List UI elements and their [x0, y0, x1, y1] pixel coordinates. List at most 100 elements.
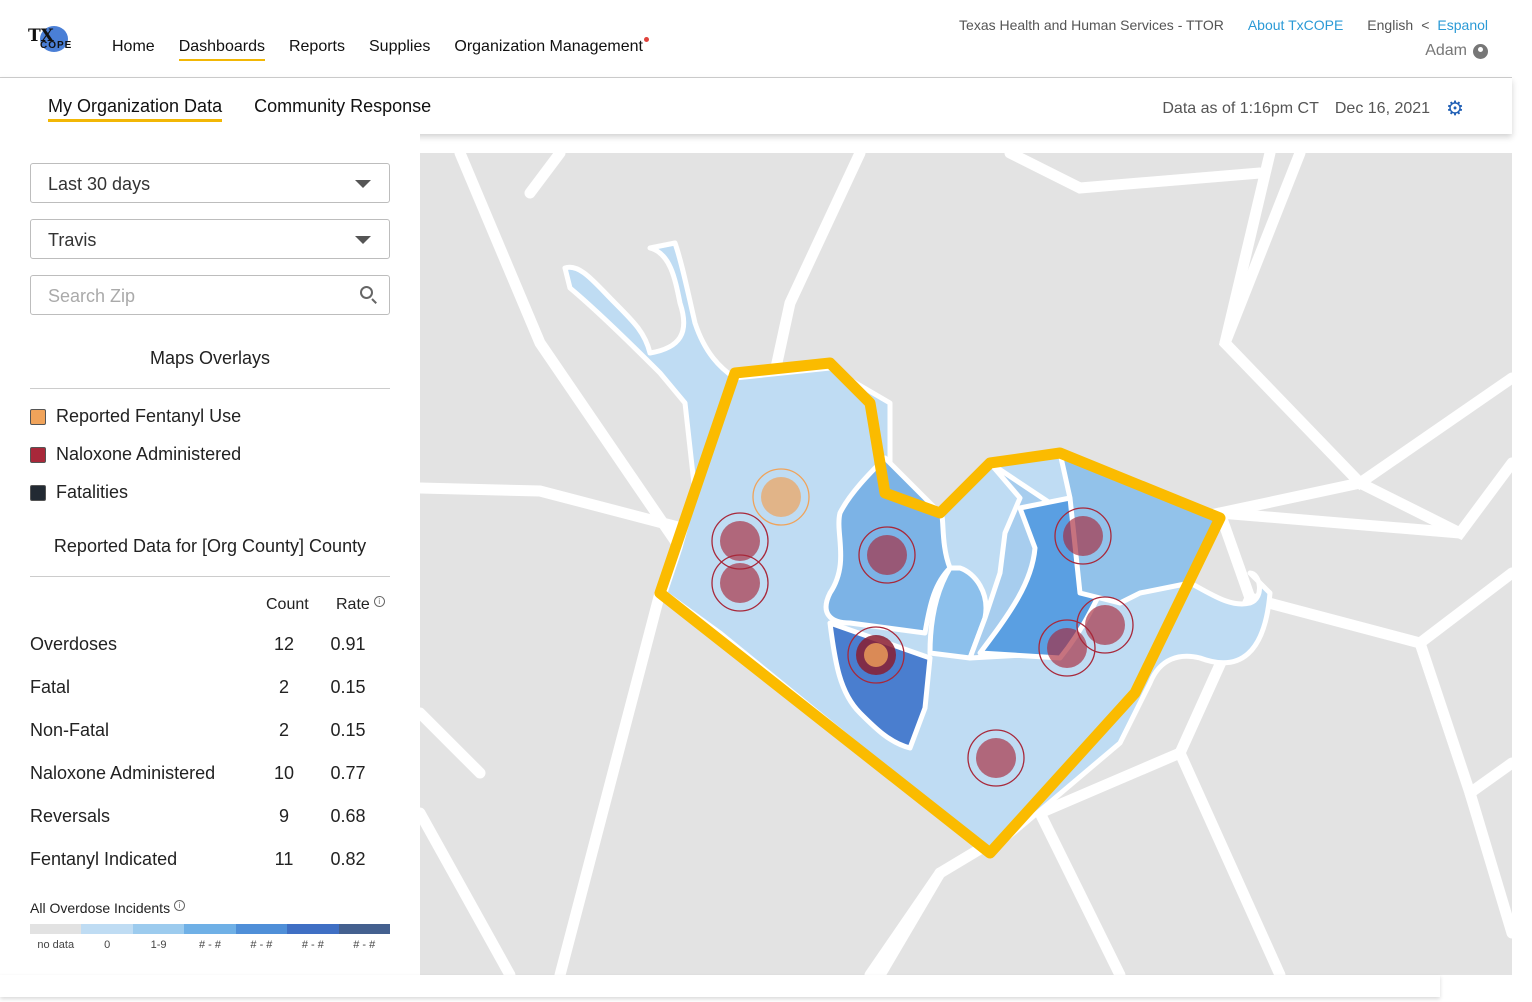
lang-english[interactable]: English [1367, 17, 1414, 33]
nav-reports[interactable]: Reports [288, 38, 345, 55]
table-row: Overdoses 12 0.91 [30, 634, 390, 658]
row-label: Fentanyl Indicated [30, 849, 178, 869]
about-link[interactable]: About TxCOPE [1247, 17, 1344, 33]
naloxone-marker[interactable] [1085, 605, 1125, 645]
notification-dot [643, 37, 649, 42]
scale-swatch [184, 924, 236, 934]
map-overlays-title: Maps Overlays [149, 348, 271, 368]
top-links: Texas Health and Human Services - TTOR A… [959, 17, 1488, 33]
nav-organization-management[interactable]: Organization Management [454, 37, 649, 61]
naloxone-marker-ring [1038, 619, 1096, 677]
data-as-of-time: Data as of 1:16pm CT [1162, 99, 1319, 117]
naloxone-swatch [30, 446, 46, 463]
scale-label: # - # [250, 939, 273, 951]
county-select[interactable]: Travis [30, 219, 390, 259]
overlay-fatalities-label: Fatalities [56, 482, 129, 502]
row-count: 10 [273, 763, 295, 783]
search-icon[interactable] [360, 286, 373, 299]
scale-swatch [338, 924, 390, 934]
data-tabs: My Organization Data Community Response [48, 96, 431, 122]
naloxone-marker[interactable] [720, 521, 760, 561]
road [420, 482, 726, 544]
row-label: Fatal [30, 677, 71, 697]
divider [30, 576, 390, 577]
logo-mark [40, 26, 68, 52]
nav-dashboards[interactable]: Dashboards [178, 38, 265, 61]
row-rate: 0.77 [330, 763, 366, 783]
overlay-naloxone[interactable]: Naloxone Administered [30, 444, 241, 465]
naloxone-marker-ring [711, 554, 769, 612]
scale-label: 0 [104, 939, 111, 951]
lang-espanol[interactable]: Espanol [1437, 17, 1488, 33]
zip-search-input[interactable]: Search Zip [30, 275, 390, 315]
naloxone-marker-ring [967, 729, 1025, 787]
scale-label: # - # [301, 939, 324, 951]
map-view[interactable] [420, 153, 1512, 975]
row-count: 9 [278, 806, 289, 826]
tab-my-organization-data[interactable]: My Organization Data [48, 96, 223, 122]
row-label: Reversals [30, 806, 111, 826]
scale-labels: no data 0 1-9 # - # # - # # - # # - # [30, 939, 390, 951]
overlay-fatalities[interactable]: Fatalities [30, 482, 128, 503]
data-as-of-date: Dec 16, 2021 [1334, 99, 1431, 117]
map-canvas[interactable] [420, 153, 1512, 975]
fentanyl-swatch [30, 408, 46, 425]
row-count: 11 [274, 849, 294, 869]
agency-name: Texas Health and Human Services - TTOR [959, 17, 1224, 33]
naloxone-marker[interactable] [976, 738, 1016, 778]
row-label: Non-Fatal [30, 720, 110, 740]
nav-home[interactable]: Home [112, 38, 155, 55]
road [1034, 747, 1186, 819]
sub-navigation-bar: My Organization Data Community Response … [0, 78, 1512, 134]
overlay-fentanyl-label: Reported Fentanyl Use [56, 406, 242, 426]
chevron-down-icon [355, 236, 371, 244]
data-timestamp: Data as of 1:16pm CT Dec 16, 2021 ⚙ [1162, 96, 1464, 121]
overlay-naloxone-label: Naloxone Administered [56, 444, 242, 464]
period-select[interactable]: Last 30 days [30, 163, 390, 203]
table-row: Non-Fatal 2 0.15 [30, 720, 390, 744]
scale-label: 1-9 [150, 939, 167, 951]
fentanyl-markers[interactable] [752, 468, 888, 667]
fentanyl-marker-ring [752, 468, 810, 526]
scale-title-label: All Overdose Incidents [30, 900, 171, 916]
fentanyl-marker[interactable] [864, 643, 888, 667]
road [1174, 747, 1286, 975]
tab-community-response[interactable]: Community Response [254, 96, 432, 116]
info-icon[interactable]: i [174, 900, 186, 911]
nav-supplies[interactable]: Supplies [369, 38, 431, 55]
period-select-value: Last 30 days [48, 174, 151, 194]
divider [30, 388, 390, 389]
scale-label: # - # [198, 939, 221, 951]
scale-swatch [287, 924, 339, 934]
map-roads [420, 153, 1512, 975]
road [1414, 567, 1512, 649]
naloxone-marker[interactable] [720, 563, 760, 603]
txcope-logo[interactable]: TX COPE [26, 22, 80, 62]
county-select-value: Travis [48, 230, 97, 250]
road [1212, 477, 1512, 802]
naloxone-marker-ring [847, 626, 905, 684]
info-icon[interactable]: i [373, 596, 385, 607]
rate-header: Rate i [336, 596, 385, 614]
road [1004, 153, 1266, 194]
fatalities-swatch [30, 484, 46, 501]
naloxone-marker[interactable] [1063, 516, 1103, 556]
fentanyl-marker[interactable] [761, 477, 801, 517]
table-row: Fentanyl Indicated 11 0.82 [30, 849, 390, 873]
row-rate: 0.82 [330, 849, 366, 869]
row-label: Overdoses [30, 634, 118, 654]
overlay-fentanyl[interactable]: Reported Fentanyl Use [30, 406, 241, 427]
naloxone-marker[interactable] [1047, 628, 1087, 668]
logo-cope: COPE [40, 40, 73, 51]
road [1464, 787, 1512, 939]
row-rate: 0.15 [330, 720, 366, 740]
settings-gear-icon[interactable]: ⚙ [1446, 98, 1464, 120]
county-outline [654, 357, 1226, 859]
rate-header-label: Rate [336, 596, 370, 613]
naloxone-marker[interactable] [867, 535, 907, 575]
road [420, 707, 486, 779]
zip-region [827, 620, 933, 751]
reported-data-title: Reported Data for [Org County] County [53, 536, 367, 556]
user-menu[interactable]: Adam [1425, 42, 1488, 60]
road [1034, 807, 1126, 975]
